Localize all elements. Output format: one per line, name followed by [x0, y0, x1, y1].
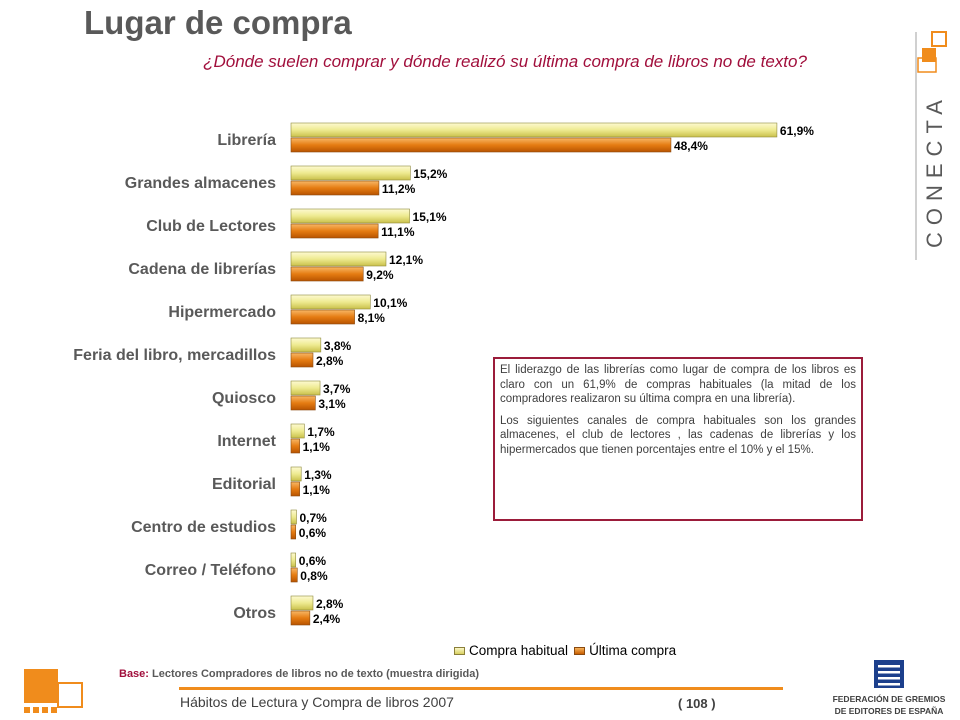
bar-ultima-compra [290, 223, 379, 239]
bar-ultima-compra [290, 610, 311, 626]
page-title: Lugar de compra [84, 4, 352, 41]
commentary-paragraph-2: Los siguientes canales de compra habitua… [500, 414, 856, 456]
bar-compra-habitual [290, 380, 321, 396]
legend-label-ultima: Última compra [589, 643, 677, 658]
chart-legend: Compra habitual Última compra [454, 643, 682, 658]
data-label: 3,8% [324, 339, 352, 353]
category-label: Correo / Teléfono [145, 562, 276, 579]
data-label: 9,2% [366, 268, 394, 282]
bar-ultima-compra [290, 352, 314, 368]
data-label: 11,2% [382, 182, 416, 196]
chart-subtitle: ¿Dónde suelen comprar y dónde realizó su… [203, 52, 807, 71]
bar-compra-habitual [290, 337, 322, 353]
bar-ultima-compra [290, 567, 298, 583]
footer-text: Hábitos de Lectura y Compra de libros 20… [180, 694, 454, 710]
bar-compra-habitual [290, 509, 297, 525]
data-label: 10,1% [373, 296, 407, 310]
bar-compra-habitual [290, 122, 778, 138]
bar-compra-habitual [290, 552, 297, 568]
bar-compra-habitual [290, 165, 411, 181]
bar-compra-habitual [290, 251, 387, 267]
legend-item-ultima: Última compra [574, 643, 676, 658]
bar-ultima-compra [290, 438, 300, 454]
logo-square-orange [922, 48, 936, 62]
federacion-line-2: DE EDITORES DE ESPAÑA [835, 706, 944, 716]
legend-item-habitual: Compra habitual [454, 643, 568, 658]
category-label: Editorial [212, 476, 276, 493]
data-label: 1,1% [303, 483, 331, 497]
federacion-logo: FEDERACIÓN DE GREMIOS DE EDITORES DE ESP… [833, 660, 946, 716]
category-label: Club de Lectores [146, 218, 276, 235]
category-label: Librería [217, 132, 276, 149]
commentary-paragraph-1: El liderazgo de las librerías como lugar… [500, 364, 856, 405]
data-label: 0,7% [299, 511, 327, 525]
data-label: 15,2% [413, 167, 447, 181]
data-label: 2,4% [313, 612, 341, 626]
bar-compra-habitual [290, 595, 314, 611]
data-label: 48,4% [674, 139, 708, 153]
bar-compra-habitual [290, 294, 371, 310]
data-label: 8,1% [358, 311, 386, 325]
category-label: Feria del libro, mercadillos [73, 347, 276, 364]
category-label: Internet [217, 433, 276, 450]
data-label: 1,3% [304, 468, 332, 482]
bar-ultima-compra [290, 266, 364, 282]
category-label: Cadena de librerías [128, 261, 276, 278]
data-label: 0,8% [300, 569, 328, 583]
data-label: 1,7% [307, 425, 335, 439]
data-label: 2,8% [316, 354, 344, 368]
legend-swatch-habitual [454, 646, 465, 655]
conecta-logo: CONECTA [915, 31, 947, 260]
data-label: 1,1% [303, 440, 331, 454]
commentary-box: El liderazgo de las librerías como lugar… [493, 357, 863, 521]
data-label: 2,8% [316, 597, 344, 611]
category-label: Grandes almacenes [125, 175, 276, 192]
data-label: 11,1% [381, 225, 415, 239]
category-label: Otros [233, 605, 276, 622]
legend-swatch-ultima [574, 646, 586, 655]
footer-divider [179, 687, 783, 690]
data-label: 3,7% [323, 382, 351, 396]
bar-ultima-compra [290, 524, 297, 540]
base-note: Base: Lectores Compradores de libros no … [119, 668, 479, 680]
data-label: 12,1% [389, 253, 423, 267]
federacion-emblem [874, 660, 904, 688]
category-label: Hipermercado [168, 304, 276, 321]
bar-ultima-compra [290, 137, 672, 153]
legend-label-habitual: Compra habitual [469, 643, 569, 658]
bar-ultima-compra [290, 180, 380, 196]
base-text: Lectores Compradores de libros no de tex… [152, 668, 480, 680]
data-label: 0,6% [299, 554, 327, 568]
bar-ultima-compra [290, 309, 355, 325]
data-label: 3,1% [318, 397, 346, 411]
logo-brand-text: CONECTA [922, 93, 947, 248]
bar-compra-habitual [290, 423, 305, 439]
category-label: Centro de estudios [131, 519, 276, 536]
page-number: ( 108 ) [678, 696, 716, 711]
data-label: 61,9% [780, 124, 814, 138]
bar-ultima-compra [290, 395, 316, 411]
bar-compra-habitual [290, 208, 410, 224]
data-label: 15,1% [413, 210, 447, 224]
logo-square-outline-1 [931, 31, 947, 47]
category-label: Quiosco [212, 390, 276, 407]
decorative-squares [24, 669, 83, 713]
federacion-line-1: FEDERACIÓN DE GREMIOS [833, 693, 946, 704]
base-label: Base: [119, 668, 149, 680]
bar-ultima-compra [290, 481, 300, 497]
data-label: 0,6% [299, 526, 327, 540]
bar-compra-habitual [290, 466, 302, 482]
logo-square-outline-2 [917, 57, 937, 73]
